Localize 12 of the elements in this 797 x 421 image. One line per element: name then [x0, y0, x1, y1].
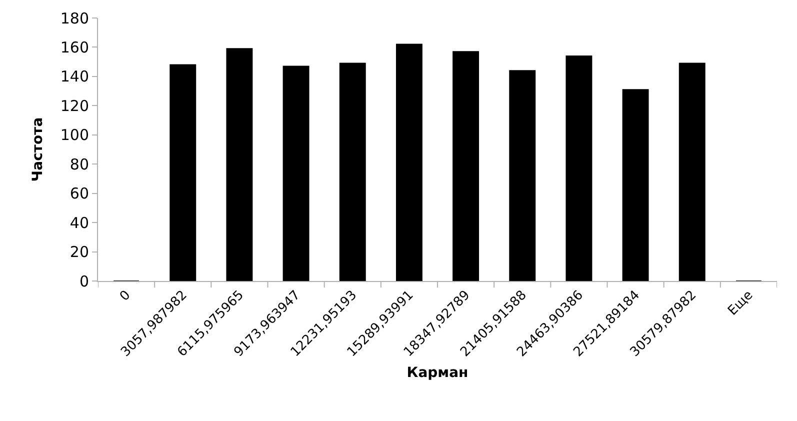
y-tick-label: 0 — [79, 272, 89, 290]
y-tick-label: 180 — [60, 9, 89, 28]
y-tick-label: 140 — [60, 68, 89, 86]
y-tick-label: 160 — [60, 38, 89, 56]
y-tick-label: 20 — [70, 243, 89, 262]
x-axis-title: Карман — [406, 365, 468, 382]
y-tick-label: 80 — [70, 155, 89, 174]
y-tick-label: 60 — [70, 184, 89, 203]
y-axis-title: Частота — [30, 117, 46, 182]
y-tick-label: 120 — [60, 96, 89, 115]
y-tick-label: 100 — [60, 126, 89, 144]
y-tick-label: 40 — [70, 214, 89, 232]
